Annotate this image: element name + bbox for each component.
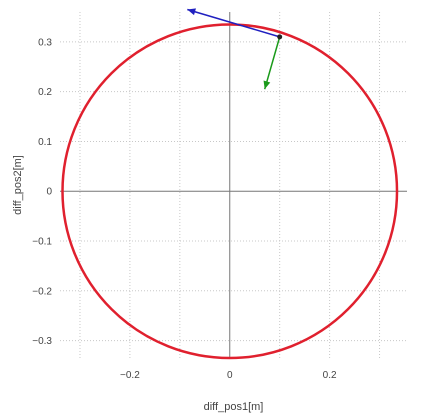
arrow-shaft-3 xyxy=(263,36,281,90)
y-tick-label: 0.2 xyxy=(38,87,52,98)
x-tick-label: 0 xyxy=(227,370,233,381)
arrow-shaft-2 xyxy=(187,8,280,38)
arrow-head-2 xyxy=(187,8,196,16)
y-axis-title: diff_pos2[m] xyxy=(12,155,24,215)
y-tick-label: −0.1 xyxy=(32,237,52,248)
plot-area xyxy=(61,8,399,360)
y-tick-label: −0.3 xyxy=(32,336,52,347)
y-tick-label: 0.3 xyxy=(38,37,52,48)
y-tick-label: 0 xyxy=(46,187,52,198)
grid xyxy=(60,12,407,358)
arrow-head-3 xyxy=(263,80,271,90)
zero-lines xyxy=(60,12,407,358)
current-position-point xyxy=(277,34,283,40)
x-tick-label: −0.2 xyxy=(120,370,140,381)
trajectory-circle xyxy=(61,23,399,360)
y-tick-label: −0.2 xyxy=(32,286,52,297)
y-tick-label: 0.1 xyxy=(38,137,52,148)
x-tick-label: 0.2 xyxy=(323,370,337,381)
x-axis-title: diff_pos1[m] xyxy=(204,401,264,413)
tick-labels: −0.2 0 0.2 −0.3 −0.2 −0.1 0 0.1 0.2 0.3 xyxy=(32,37,337,381)
